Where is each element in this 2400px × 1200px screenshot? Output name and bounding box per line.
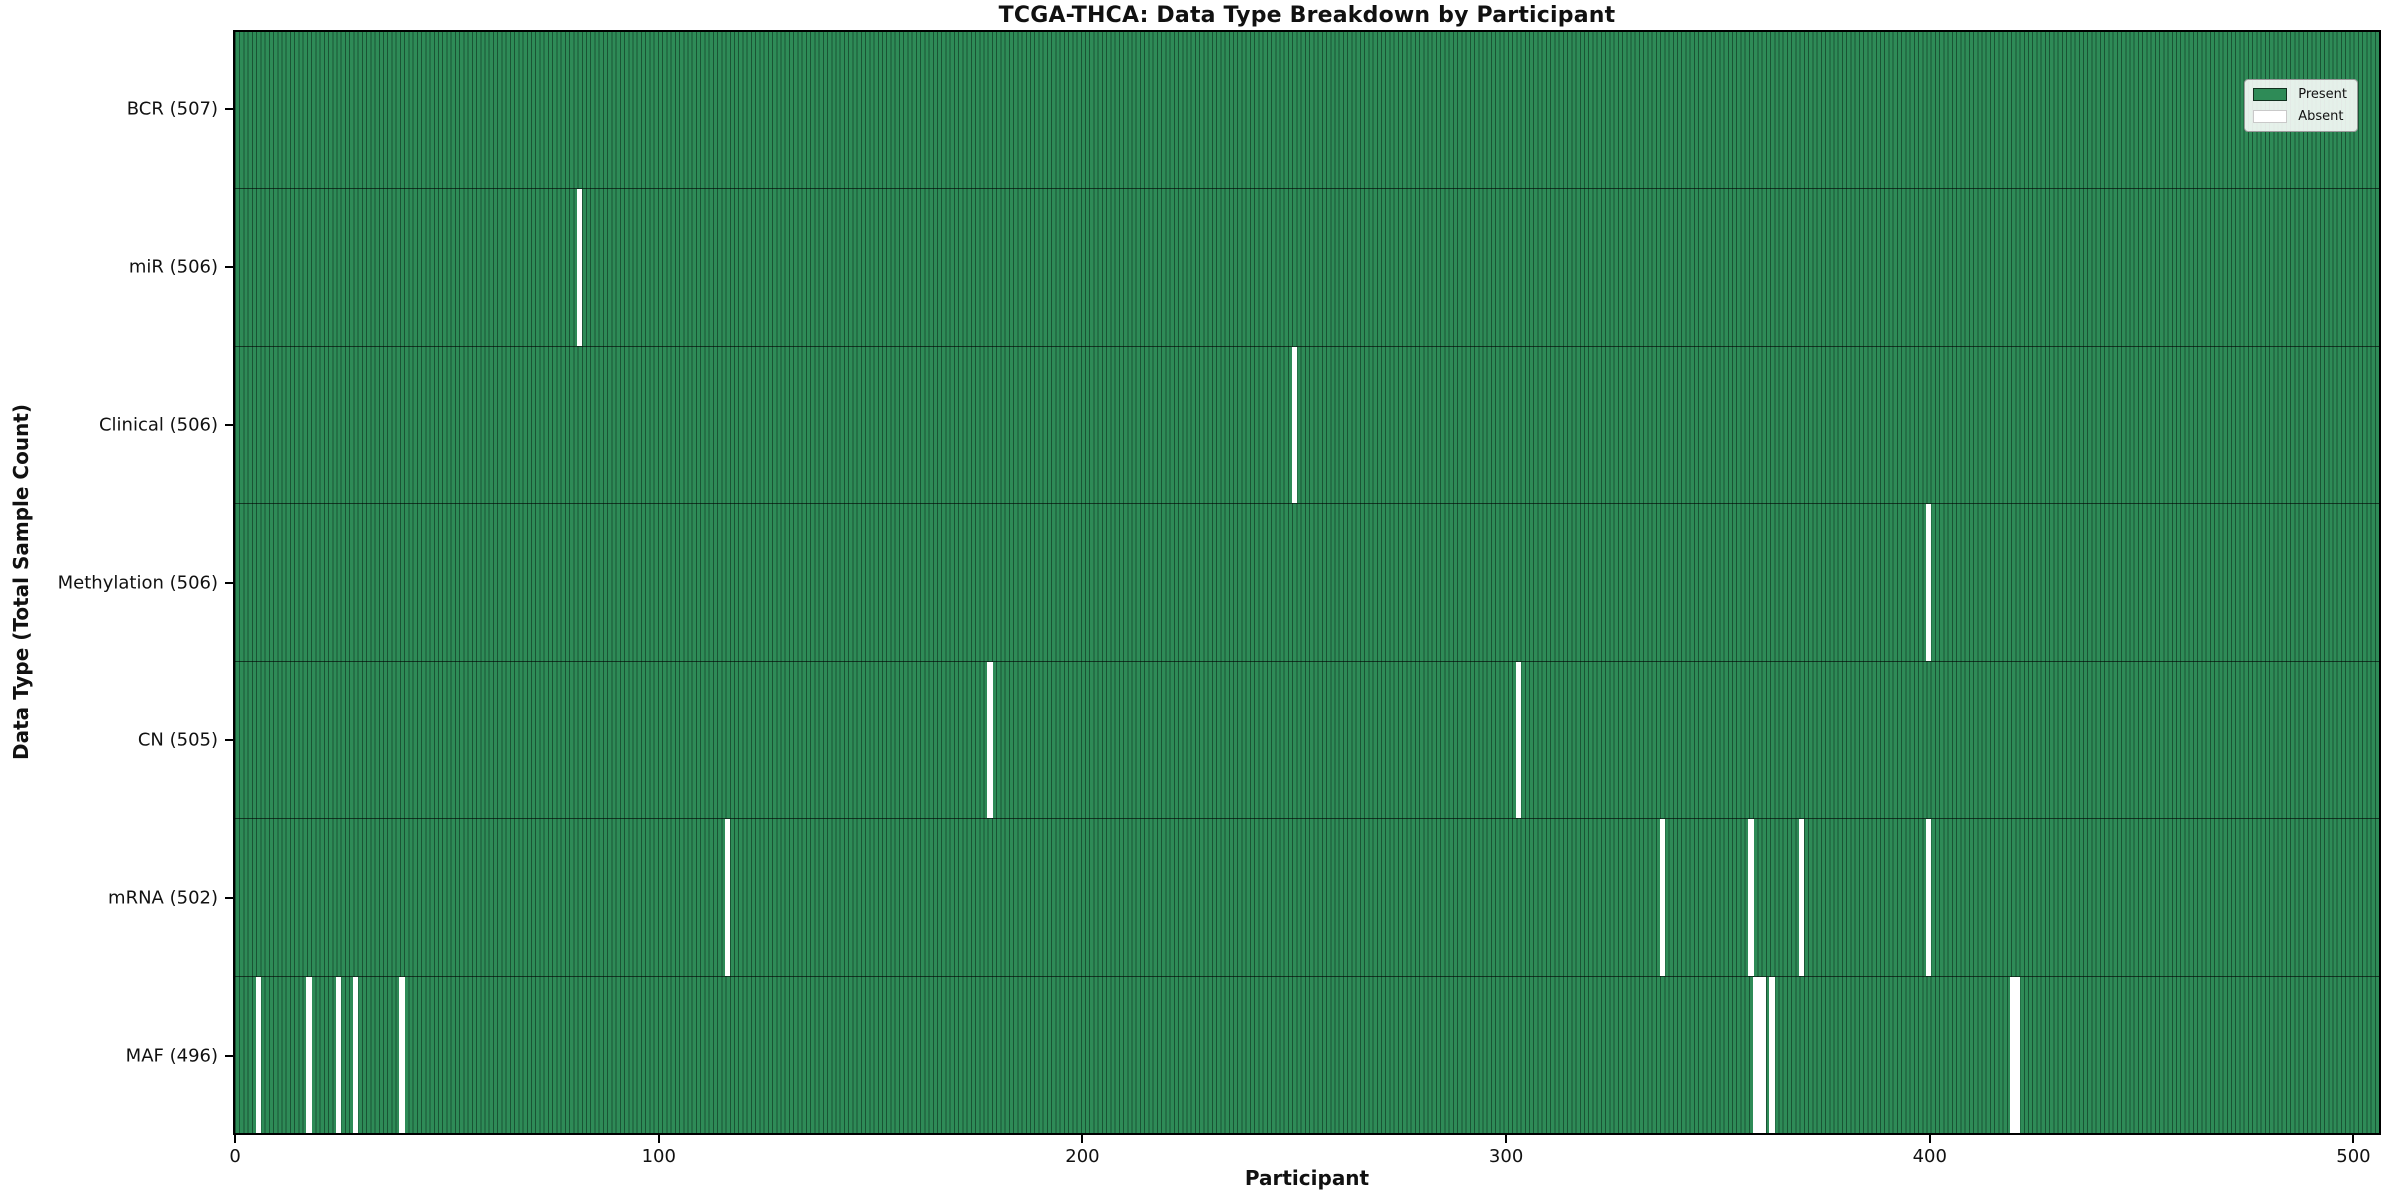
x-tick-label: 500 <box>2336 1146 2371 1167</box>
absent-gap <box>1756 976 1763 1133</box>
y-tick-label-mRNA: mRNA (502) <box>108 887 218 909</box>
heatmap-rows <box>235 32 2379 1133</box>
absent-gap <box>1659 819 1665 976</box>
plot-area: Present Absent <box>233 30 2381 1135</box>
absent-gap <box>255 976 261 1133</box>
absent-gap <box>576 189 583 346</box>
absent-gap <box>1291 346 1298 504</box>
absent-gap <box>1748 819 1754 976</box>
y-tick-label-miR: miR (506) <box>128 256 218 278</box>
y-tick-mark <box>225 739 233 742</box>
x-axis-ticks: 0 100 200 300 400 500 <box>229 1135 2381 1177</box>
y-axis-tick-marks <box>225 30 233 1135</box>
y-tick-mark <box>225 897 233 900</box>
x-tick-mark <box>657 1135 660 1143</box>
y-tick-mark <box>225 265 233 268</box>
absent-gap <box>352 976 359 1133</box>
y-tick-mark <box>225 581 233 584</box>
absent-gap <box>1515 661 1522 819</box>
y-tick-label-Methylation: Methylation (506) <box>57 572 218 593</box>
legend-label-absent: Absent <box>2298 109 2344 124</box>
heatmap-row-Clinical <box>235 346 2379 505</box>
y-tick-label-MAF: MAF (496) <box>125 1045 218 1067</box>
heatmap-row-miR <box>235 189 2379 347</box>
absent-gap <box>1925 819 1932 976</box>
x-axis-title: Participant <box>1244 1166 1370 1190</box>
y-tick-labels: BCR (507) miR (506) Clinical (506) Methylat… <box>0 30 225 1135</box>
absent-gap <box>399 976 405 1133</box>
legend: Present Absent <box>2244 79 2358 132</box>
chart-title: TCGA-THCA: Data Type Breakdown by Partic… <box>998 3 1616 28</box>
y-tick-mark <box>225 107 233 110</box>
x-tick-label: 300 <box>1488 1146 1524 1167</box>
absent-swatch-icon <box>2253 110 2288 123</box>
y-tick-label-BCR: BCR (507) <box>126 98 218 120</box>
x-tick-label: 400 <box>1912 1146 1947 1167</box>
absent-gap <box>1752 976 1758 1133</box>
absent-gap <box>335 976 342 1133</box>
absent-gap <box>1760 976 1767 1133</box>
absent-gap <box>1799 819 1805 976</box>
heatmap-row-mRNA <box>235 819 2379 977</box>
y-tick-label-Clinical: Clinical (506) <box>98 414 218 436</box>
x-tick-mark <box>234 1135 237 1143</box>
absent-gap <box>2014 976 2021 1133</box>
x-tick-label: 100 <box>641 1146 676 1167</box>
x-tick-mark <box>1505 1135 1508 1143</box>
absent-gap <box>306 976 312 1133</box>
y-tick-mark <box>225 1055 233 1058</box>
heatmap-row-Methylation <box>235 504 2379 662</box>
heatmap-row-BCR <box>235 32 2379 190</box>
x-tick-mark <box>1928 1135 1931 1143</box>
x-tick-label: 0 <box>229 1146 241 1167</box>
y-tick-label-CN: CN (505) <box>137 729 218 751</box>
x-tick-mark <box>2352 1135 2355 1143</box>
legend-entry-present: Present <box>2253 87 2347 102</box>
absent-gap <box>2010 976 2016 1133</box>
x-tick-label: 200 <box>1065 1146 1100 1167</box>
absent-gap <box>1769 976 1775 1133</box>
y-tick-mark <box>225 423 233 426</box>
legend-label-present: Present <box>2298 87 2347 102</box>
absent-gap <box>1925 504 1932 661</box>
heatmap-row-CN <box>235 661 2379 820</box>
present-swatch-icon <box>2253 88 2288 101</box>
x-tick-mark <box>1081 1135 1084 1143</box>
absent-gap <box>987 661 993 819</box>
absent-gap <box>724 819 731 976</box>
legend-entry-absent: Absent <box>2253 109 2347 124</box>
heatmap-row-MAF <box>235 976 2379 1133</box>
